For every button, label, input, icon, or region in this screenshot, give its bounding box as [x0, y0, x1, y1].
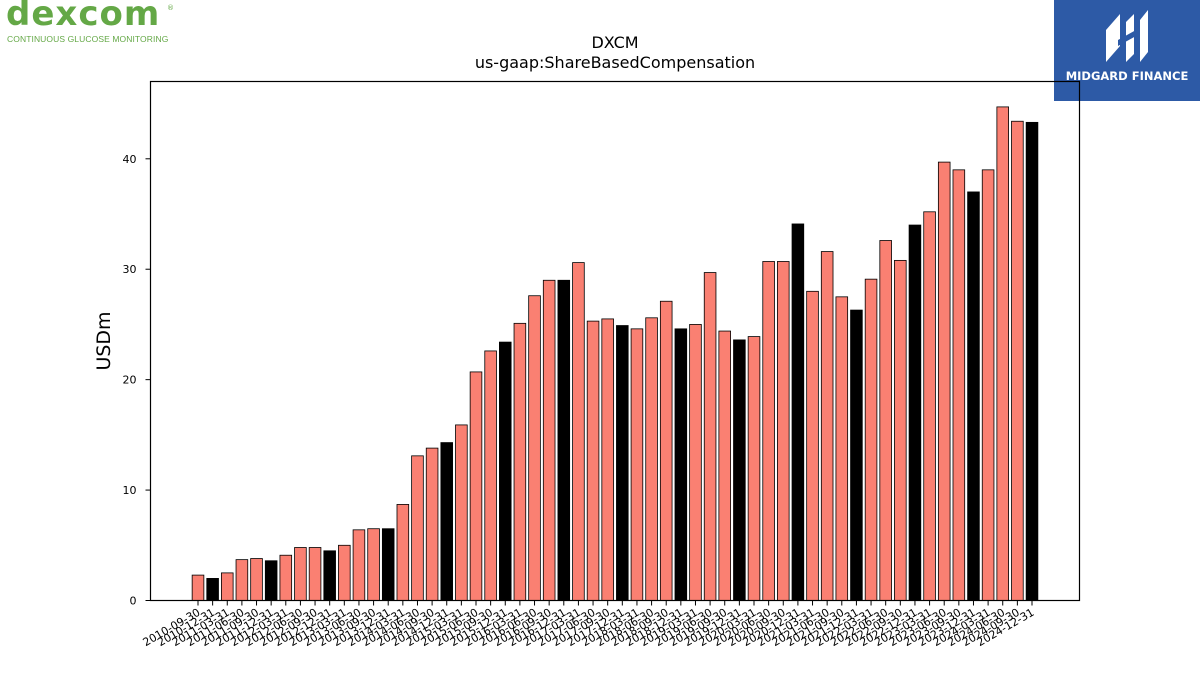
- bar: [850, 309, 863, 601]
- bar: [777, 261, 790, 601]
- bar: [879, 240, 892, 601]
- y-axis-ticks: 0 10 20 30 40: [123, 153, 151, 608]
- bar: [513, 322, 527, 601]
- bar: [601, 318, 614, 601]
- bar: [747, 336, 761, 601]
- bar: [835, 296, 849, 601]
- bar: [981, 169, 995, 601]
- midgard-mark-icon: [1106, 10, 1148, 62]
- bar-series: [191, 106, 1039, 601]
- bar: [279, 554, 293, 601]
- y-tick-label: 10: [123, 484, 137, 497]
- dexcom-logo-tagline: CONTINUOUS GLUCOSE MONITORING: [7, 34, 169, 44]
- bar: [645, 317, 658, 601]
- bar: [791, 223, 805, 601]
- bar: [659, 300, 673, 601]
- bar: [484, 350, 497, 601]
- bar: [572, 262, 585, 601]
- bar: [952, 169, 966, 601]
- y-tick-label: 0: [130, 595, 137, 608]
- bar: [250, 558, 263, 601]
- bar: [542, 279, 556, 601]
- y-tick-label: 20: [123, 374, 137, 387]
- bar: [264, 560, 278, 601]
- bar: [996, 106, 1009, 601]
- bar: [762, 261, 775, 601]
- bar: [352, 529, 366, 601]
- bar: [630, 328, 644, 601]
- bar: [469, 371, 483, 601]
- bar: [396, 504, 410, 601]
- bar: [323, 550, 336, 601]
- bar: [733, 339, 746, 601]
- bar: [806, 290, 819, 601]
- bar: [703, 272, 717, 601]
- bar: [674, 328, 688, 601]
- y-axis-label: USDm: [93, 311, 115, 370]
- bar: [206, 578, 219, 601]
- midgard-finance-name: MIDGARD FINANCE: [1065, 69, 1189, 83]
- bar: [718, 330, 731, 601]
- dexcom-logo: dexcom ® CONTINUOUS GLUCOSE MONITORING: [4, 0, 184, 50]
- bar: [235, 559, 249, 601]
- bar: [967, 191, 980, 601]
- plot-frame: [149, 80, 1081, 602]
- bar: [923, 211, 936, 601]
- bar: [440, 442, 453, 601]
- midgard-finance-logo: MIDGARD FINANCE: [1054, 0, 1200, 101]
- dexcom-logo-word: dexcom: [6, 0, 161, 34]
- bar: [1011, 120, 1024, 601]
- chart-title: DXCM: [591, 33, 638, 52]
- bar: [455, 424, 468, 601]
- x-axis-ticks: 2010-09-302010-12-312011-03-312011-06-30…: [141, 600, 1037, 649]
- bar: [191, 574, 205, 601]
- bar: [864, 278, 878, 601]
- dexcom-logo-registered-mark: ®: [167, 4, 174, 12]
- bar: [381, 528, 395, 601]
- bar: [367, 528, 380, 601]
- bar: [221, 572, 234, 601]
- y-tick-label: 40: [123, 153, 137, 166]
- bar: [937, 161, 951, 601]
- bar: [616, 325, 629, 601]
- y-tick-label: 30: [123, 263, 137, 276]
- bar: [820, 251, 834, 601]
- bar: [338, 544, 351, 601]
- bar: [411, 455, 424, 601]
- bar: [1025, 121, 1039, 601]
- bar: [499, 341, 512, 601]
- bar: [908, 224, 922, 601]
- bar: [308, 547, 322, 601]
- chart-subtitle: us-gaap:ShareBasedCompensation: [475, 53, 755, 72]
- bar: [425, 447, 439, 601]
- bar: [557, 279, 571, 601]
- bar: [294, 547, 307, 601]
- bar: [528, 295, 541, 601]
- bar: [894, 259, 907, 601]
- bar: [689, 324, 702, 601]
- bar: [586, 320, 600, 601]
